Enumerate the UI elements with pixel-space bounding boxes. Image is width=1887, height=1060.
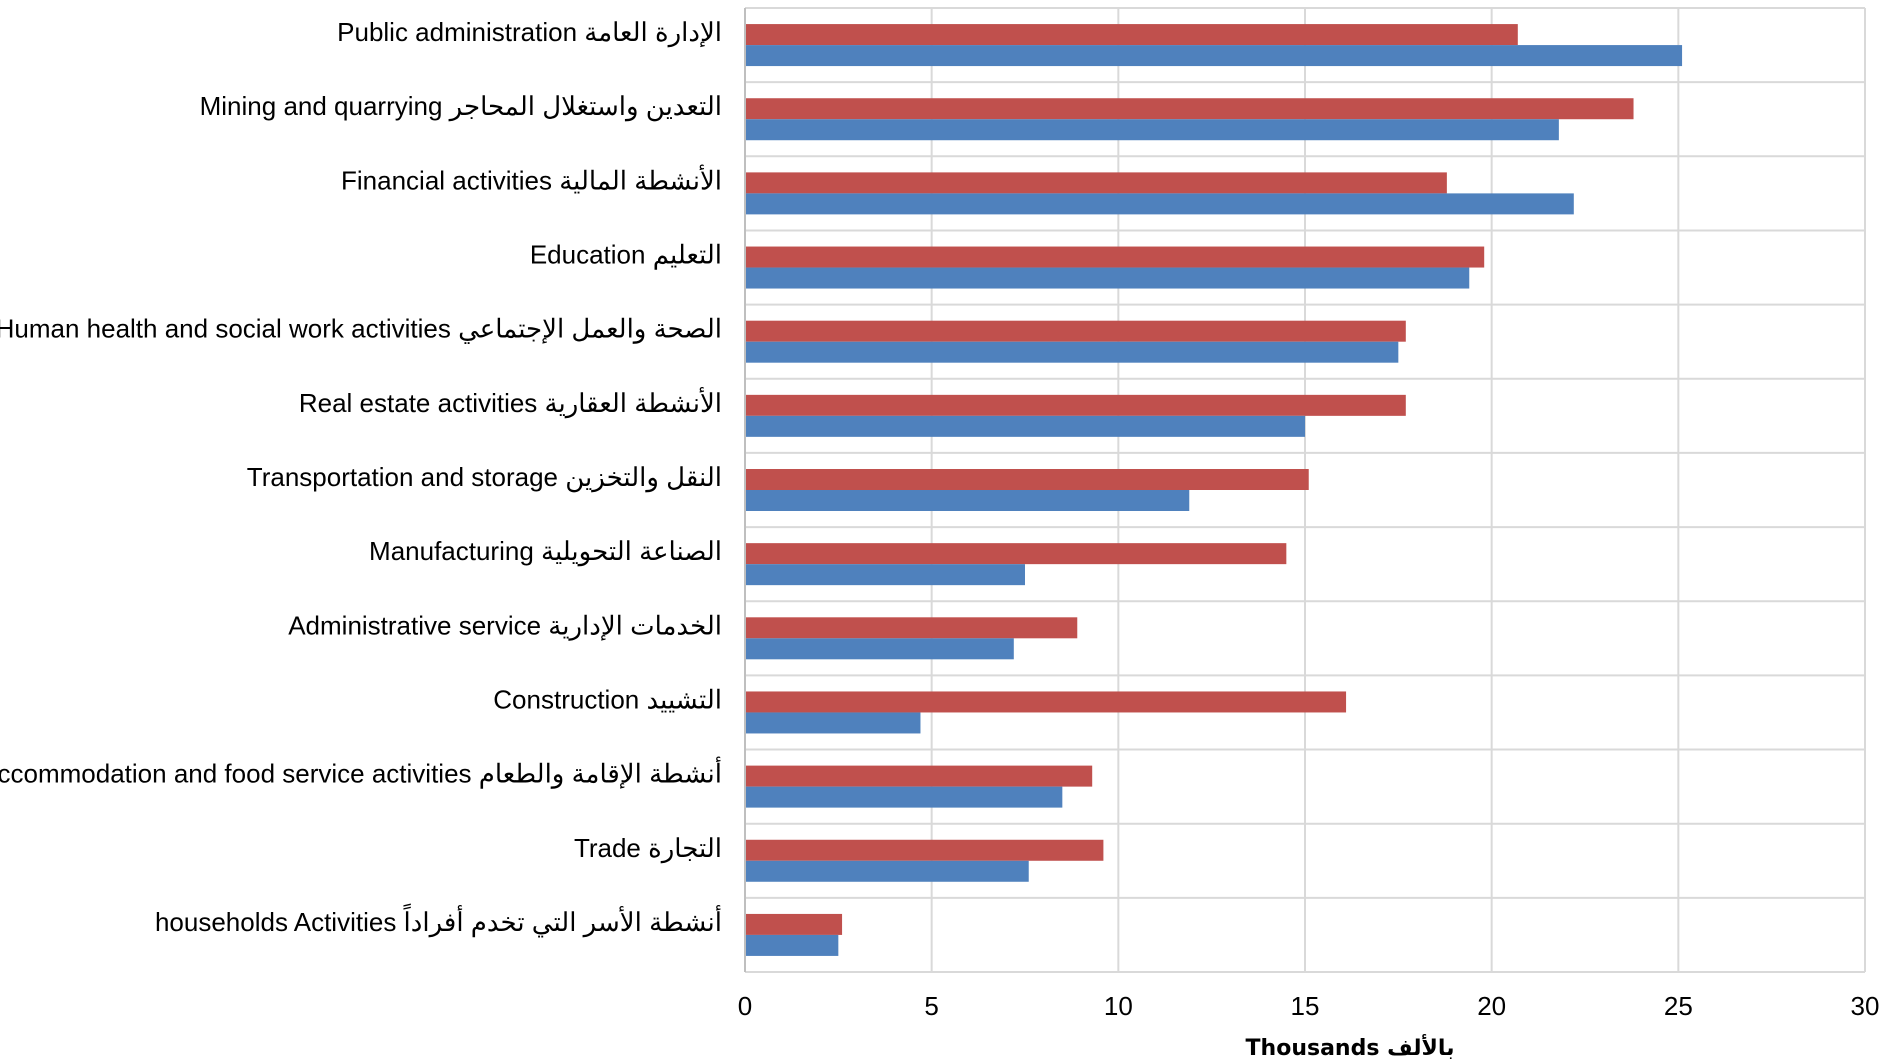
bar [745,638,1014,660]
x-tick-label: 30 [1851,991,1880,1021]
bar [745,913,843,935]
bars [745,24,1683,956]
category-label: Public administration الإدارة العامة [337,17,722,48]
bar [745,860,1029,882]
bar [745,839,1104,861]
x-tick-label: 15 [1291,991,1320,1021]
bar [745,320,1406,342]
x-tick-label: 0 [738,991,752,1021]
bar [745,691,1347,713]
bar [745,617,1078,639]
bar [745,564,1025,586]
gridlines [744,7,1866,973]
category-label: Manufacturing الصناعة التحويلية [369,536,722,567]
x-tick-label: 25 [1664,991,1693,1021]
bar [745,543,1287,565]
bar [745,267,1470,289]
category-label: Transportation and storage النقل والتخزي… [247,462,722,493]
bar [745,394,1406,416]
category-label: Real estate activities الأنشطة العقارية [299,386,722,419]
bar [745,469,1309,490]
category-label: Mining and quarrying التعدين واستغلال ال… [200,91,722,122]
category-label: Construction التشييد [493,684,722,714]
category-label: Education التعليم [530,240,722,271]
category-label: Human health and social work activities … [0,314,722,345]
x-tick-label: 5 [924,991,938,1021]
bar [745,119,1559,141]
category-labels: Public administration الإدارة العامة Mini… [0,17,722,938]
x-tick-labels: 0 5 10 15 20 25 30 [738,991,1880,1021]
bar [745,490,1190,511]
bar [745,172,1447,194]
bar [745,24,1518,46]
x-tick-label: 10 [1104,991,1133,1021]
category-label: Administrative service الخدمات الإدارية [288,610,722,641]
category-label: Financial activities الأنشطة المالية [341,163,722,195]
bar [745,341,1399,363]
bar [745,246,1485,268]
category-label: Trade التجارة [574,833,722,864]
category-label: Accommodation and food service activitie… [0,756,722,790]
x-axis-title: Thousands بالألف [1246,1033,1455,1060]
bar [745,786,1063,808]
bar [745,934,839,956]
bar [745,98,1634,120]
bar [745,712,921,734]
x-tick-label: 20 [1477,991,1506,1021]
bar [745,193,1574,215]
bar [745,415,1305,437]
bar [745,765,1093,787]
category-label: households Activities أنشطة الأسر التي ت… [155,903,722,938]
bar [745,45,1683,67]
